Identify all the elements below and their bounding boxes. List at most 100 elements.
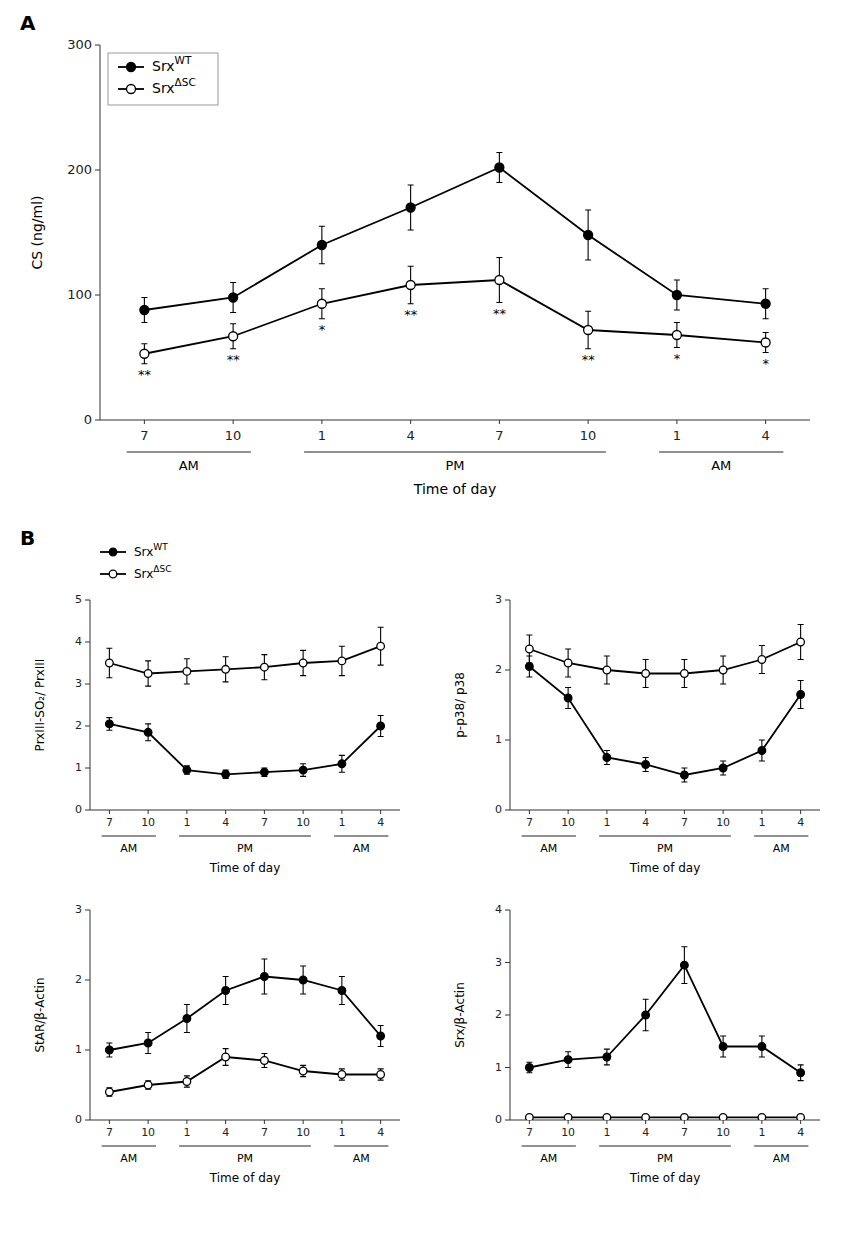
y-tick-label: 5: [75, 593, 82, 606]
data-point: [603, 754, 611, 762]
plot-area: [526, 947, 805, 1120]
period-label: AM: [353, 1152, 370, 1165]
x-tick-label: 4: [222, 816, 229, 829]
error-bar: [643, 660, 649, 688]
error-bar: [565, 649, 571, 677]
y-tick-label: 1: [495, 1061, 502, 1074]
error-bar: [145, 1033, 151, 1054]
data-point: [681, 771, 689, 779]
period-label: AM: [773, 1152, 790, 1165]
error-bar: [720, 761, 726, 775]
legend-text-base: Srx: [134, 545, 153, 559]
y-axis-label: StAR/β-Actin: [33, 977, 47, 1052]
data-point: [681, 1114, 689, 1120]
error-bar: [300, 650, 306, 675]
error-bar: [378, 1026, 384, 1047]
x-tick-label: 7: [140, 428, 148, 443]
x-axis-line: [90, 1120, 400, 1121]
period-bracket: [599, 1146, 731, 1147]
data-point: [106, 659, 114, 667]
data-point: [758, 1043, 766, 1051]
x-tick-label: 4: [222, 1126, 229, 1139]
data-point: [758, 1114, 766, 1120]
x-tick: [341, 810, 342, 814]
data-point: [229, 293, 238, 302]
data-point: [584, 231, 593, 240]
data-point: [144, 670, 152, 678]
data-point: [338, 1071, 346, 1079]
y-tick-label: 2: [75, 719, 82, 732]
data-point: [797, 638, 805, 646]
significance-label: **: [582, 352, 596, 367]
y-tick-label: 0: [495, 803, 502, 816]
data-point: [672, 331, 681, 340]
data-point: [338, 657, 346, 665]
period-bracket: [754, 836, 808, 837]
x-tick: [341, 1120, 342, 1124]
x-tick-label: 7: [261, 1126, 268, 1139]
legend-text-base: Srx: [134, 567, 153, 581]
y-tick-label: 4: [75, 635, 82, 648]
x-tick-label: 1: [673, 428, 681, 443]
data-point: [299, 976, 307, 984]
error-bar: [184, 1076, 190, 1087]
period-label: PM: [445, 458, 464, 473]
y-tick: [505, 1067, 510, 1068]
data-point: [317, 299, 326, 308]
x-tick-label: 10: [141, 816, 155, 829]
data-point: [222, 666, 230, 674]
data-point: [183, 1015, 191, 1023]
y-axis-label: Srx/β-Actin: [453, 982, 467, 1048]
plot-area: [526, 625, 805, 783]
period-bracket: [659, 452, 783, 453]
data-point: [642, 1114, 650, 1120]
y-axis-line: [90, 910, 91, 1120]
error-bar: [339, 1069, 345, 1080]
error-bar: [106, 1043, 112, 1057]
error-bar: [681, 768, 687, 782]
error-bar: [339, 646, 345, 675]
legend-marker: [109, 570, 117, 578]
significance-label: **: [493, 306, 507, 321]
data-point: [377, 642, 385, 650]
legend-marker: [109, 548, 117, 556]
error-bar: [184, 1005, 190, 1033]
data-point: [183, 766, 191, 774]
y-tick: [505, 740, 510, 741]
period-label: AM: [711, 458, 731, 473]
data-point: [377, 722, 385, 730]
data-point: [719, 1043, 727, 1051]
legend-text: SrxWT: [134, 542, 168, 559]
data-point: [495, 163, 504, 172]
period-bracket: [102, 836, 156, 837]
period-bracket: [522, 1146, 576, 1147]
y-tick-label: 4: [495, 903, 502, 916]
error-bar: [681, 660, 687, 688]
y-tick: [85, 910, 90, 911]
x-tick-label: 10: [716, 816, 730, 829]
x-tick: [144, 420, 145, 424]
error-bar: [378, 1069, 384, 1080]
data-point: [222, 1053, 230, 1061]
y-tick-label: 2: [495, 663, 502, 676]
data-point: [144, 1081, 152, 1089]
data-point: [526, 663, 534, 671]
error-bar: [378, 716, 384, 737]
significance-label: *: [762, 356, 769, 371]
period-label: PM: [657, 842, 673, 855]
x-tick-label: 10: [296, 816, 310, 829]
significance-label: **: [404, 307, 418, 322]
x-tick-label: 1: [183, 1126, 190, 1139]
x-tick: [606, 1120, 607, 1124]
y-axis-label: p-p38/ p38: [453, 672, 467, 738]
y-tick: [85, 1050, 90, 1051]
y-tick: [85, 642, 90, 643]
x-tick-label: 7: [526, 816, 533, 829]
error-bar: [145, 1081, 151, 1089]
x-tick: [761, 1120, 762, 1124]
chart: 01237101471014StAR/β-ActinTime of dayAMP…: [33, 903, 400, 1185]
x-tick-label: 7: [261, 816, 268, 829]
period-bracket: [102, 1146, 156, 1147]
period-bracket: [334, 836, 388, 837]
data-point: [603, 666, 611, 674]
